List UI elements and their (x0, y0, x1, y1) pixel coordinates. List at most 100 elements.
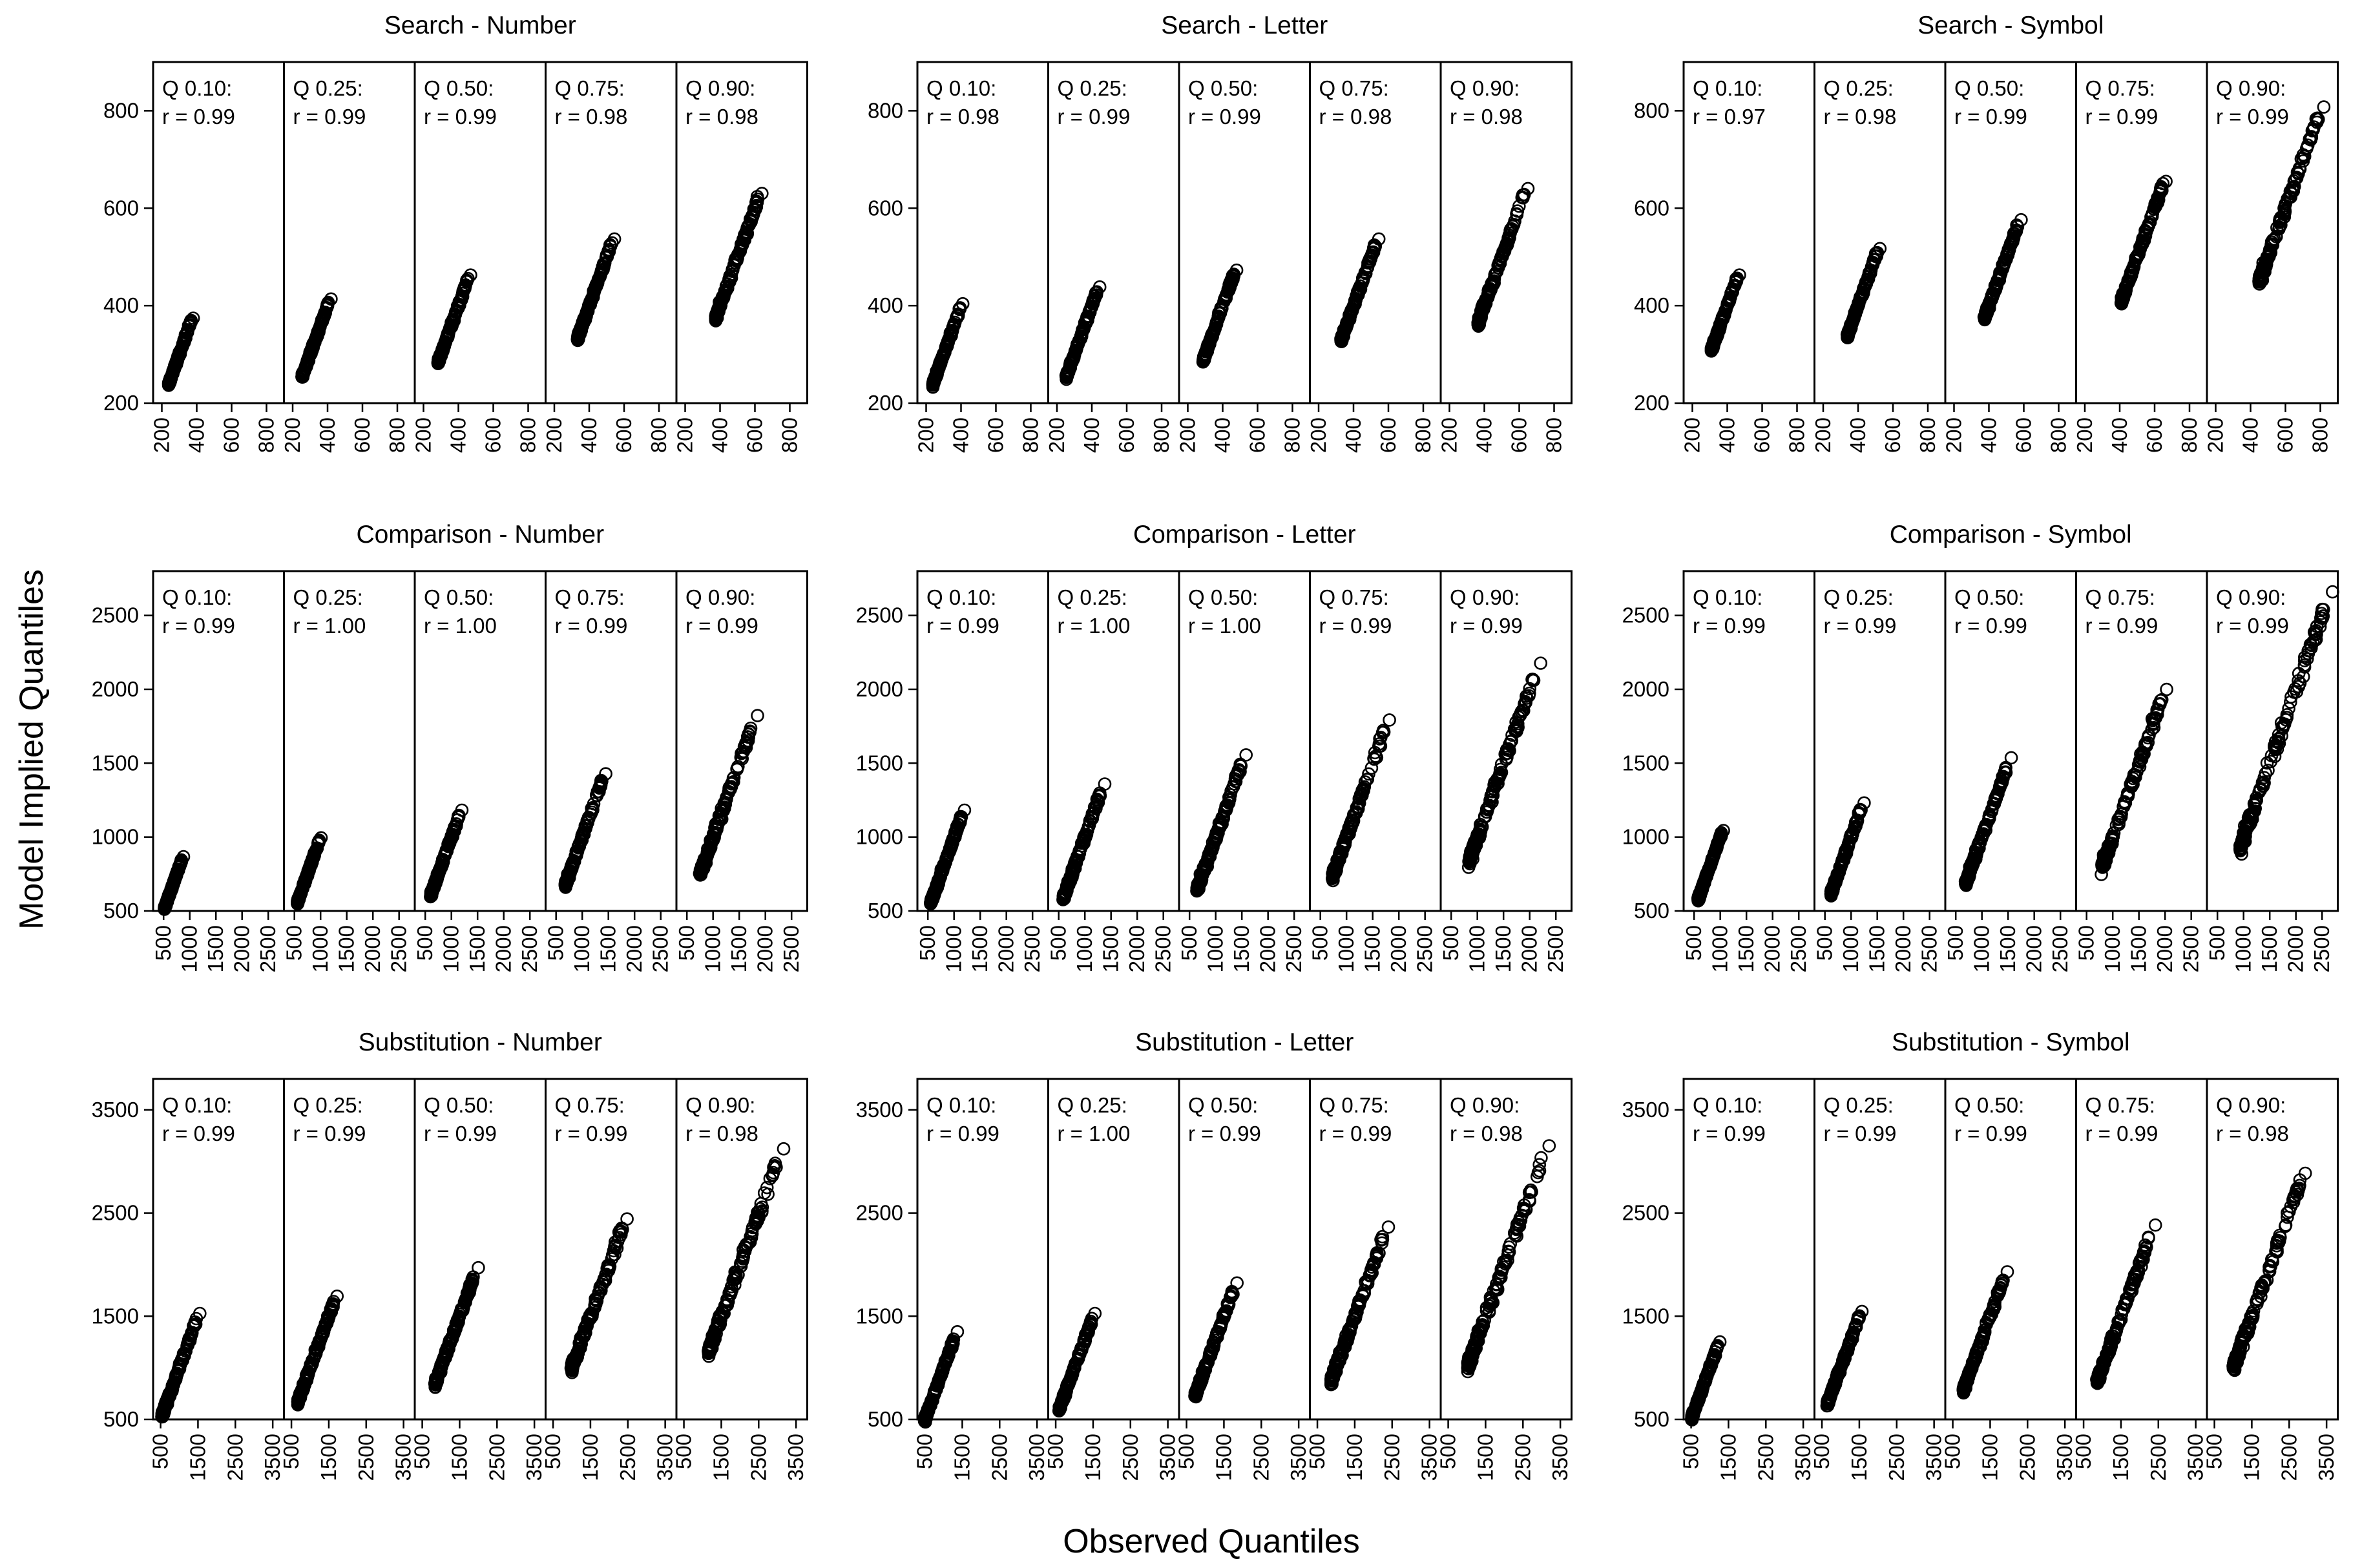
x-tick-label: 2000 (492, 925, 516, 972)
x-tick-label: 2000 (1518, 925, 1542, 972)
correlation-label: r = 0.99 (555, 614, 628, 638)
x-tick-label: 2500 (256, 925, 280, 972)
quantile-label: Q 0.10: (926, 76, 996, 100)
y-tick-label: 500 (1634, 899, 1669, 923)
x-tick-label: 200 (673, 417, 697, 453)
data-point (2160, 682, 2173, 696)
correlation-label: r = 0.99 (424, 105, 497, 129)
x-tick-label: 2500 (1151, 925, 1175, 972)
x-tick-label: 400 (577, 417, 601, 453)
data-point (570, 330, 585, 344)
x-tick-label: 1500 (1361, 925, 1385, 972)
x-tick-label: 2000 (2153, 925, 2177, 972)
x-tick-label: 800 (1542, 417, 1566, 453)
data-point (2326, 585, 2339, 599)
data-point (1534, 656, 1547, 670)
x-tick-label: 400 (1341, 417, 1365, 453)
chart-title: Search - Symbol (1918, 12, 2104, 39)
data-point (186, 311, 200, 325)
x-tick-label: 400 (185, 417, 209, 453)
x-tick-label: 1000 (2231, 925, 2255, 972)
x-tick-label: 200 (2204, 417, 2228, 453)
x-tick-label: 600 (2142, 417, 2166, 453)
quantile-label: Q 0.25: (1058, 585, 1127, 609)
correlation-label: r = 0.98 (1319, 105, 1392, 129)
data-point (956, 297, 970, 311)
y-tick-label: 2000 (92, 677, 139, 701)
x-tick-label: 200 (542, 417, 566, 453)
quantile-label: Q 0.50: (1188, 76, 1258, 100)
x-tick-label: 1500 (727, 925, 751, 972)
correlation-label: r = 0.99 (162, 614, 235, 638)
data-point (740, 227, 754, 241)
quantile-label: Q 0.50: (1954, 76, 2024, 100)
x-tick-label: 1500 (1099, 925, 1123, 972)
x-tick-label: 1000 (1072, 925, 1096, 972)
x-tick-label: 2500 (2179, 925, 2203, 972)
x-axis-label: Observed Quantiles (1063, 1523, 1360, 1560)
data-point (318, 306, 332, 320)
x-tick-label: 1000 (2100, 925, 2124, 972)
correlation-label: r = 1.00 (1058, 614, 1131, 638)
x-tick-label: 2500 (223, 1434, 247, 1481)
x-tick-label: 1500 (465, 925, 489, 972)
data-point (2004, 751, 2018, 765)
data-point (183, 315, 197, 329)
x-tick-label: 800 (1019, 417, 1043, 453)
x-tick-label: 2500 (1282, 925, 1306, 972)
x-tick-label: 2000 (622, 925, 646, 972)
x-tick-label: 2000 (753, 925, 777, 972)
data-point (295, 369, 309, 383)
x-tick-label: 1500 (968, 925, 992, 972)
x-tick-label: 500 (1682, 925, 1706, 961)
correlation-label: r = 1.00 (424, 614, 497, 638)
x-tick-label: 200 (150, 417, 174, 453)
quantile-label: Q 0.75: (2085, 585, 2155, 609)
data-point (304, 342, 319, 357)
x-tick-label: 800 (647, 417, 671, 453)
x-tick-label: 200 (1176, 417, 1200, 453)
x-tick-label: 1000 (1708, 925, 1732, 972)
x-tick-label: 800 (778, 417, 802, 453)
y-tick-label: 2500 (1622, 603, 1669, 627)
x-tick-label: 2500 (2048, 925, 2072, 972)
x-tick-label: 500 (1943, 925, 1967, 961)
data-point (746, 209, 760, 223)
y-tick-label: 800 (868, 98, 903, 122)
x-tick-label: 800 (2177, 417, 2201, 453)
correlation-label: r = 0.98 (685, 105, 758, 129)
data-point (432, 352, 446, 366)
x-tick-label: 800 (516, 417, 540, 453)
x-tick-label: 1500 (1865, 925, 1889, 972)
x-tick-label: 500 (1047, 925, 1071, 961)
data-point (730, 252, 744, 266)
x-tick-label: 600 (1114, 417, 1138, 453)
x-tick-label: 500 (1813, 925, 1837, 961)
data-point (163, 374, 177, 388)
data-point (935, 353, 948, 367)
correlation-label: r = 0.99 (2216, 614, 2289, 638)
correlation-label: r = 1.00 (1188, 614, 1261, 638)
x-tick-label: 1000 (1839, 925, 1863, 972)
x-tick-label: 400 (2107, 417, 2131, 453)
data-point (2317, 100, 2331, 114)
y-tick-label: 1500 (1622, 751, 1669, 775)
chart-title: Comparison - Letter (1133, 521, 1356, 549)
x-tick-label: 1000 (178, 925, 202, 972)
correlation-label: r = 0.99 (2085, 105, 2158, 129)
correlation-label: r = 0.99 (685, 614, 758, 638)
x-tick-label: 2500 (1413, 925, 1437, 972)
quantile-label: Q 0.90: (685, 76, 755, 100)
data-point (950, 309, 964, 323)
x-tick-label: 1000 (942, 925, 966, 972)
